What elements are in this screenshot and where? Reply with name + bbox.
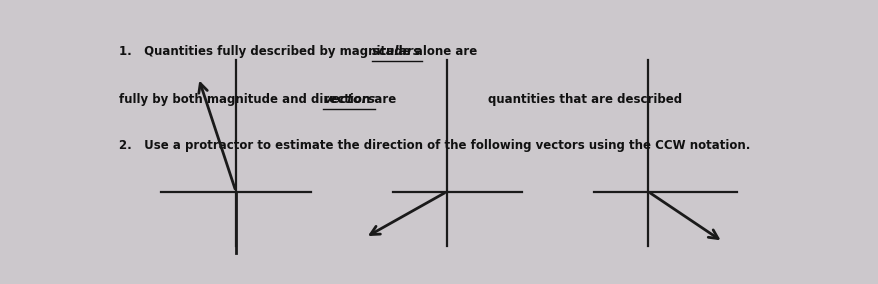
Text: scalars: scalars [371,45,421,58]
Text: 2.   Use a protractor to estimate the direction of the following vectors using t: 2. Use a protractor to estimate the dire… [119,139,749,152]
Text: fully by both magnitude and direction are: fully by both magnitude and direction ar… [119,93,399,106]
Text: 1.   Quantities fully described by magnitude alone are: 1. Quantities fully described by magnitu… [119,45,480,58]
Text: quantities that are described: quantities that are described [487,93,681,106]
Text: vectors: vectors [323,93,375,106]
